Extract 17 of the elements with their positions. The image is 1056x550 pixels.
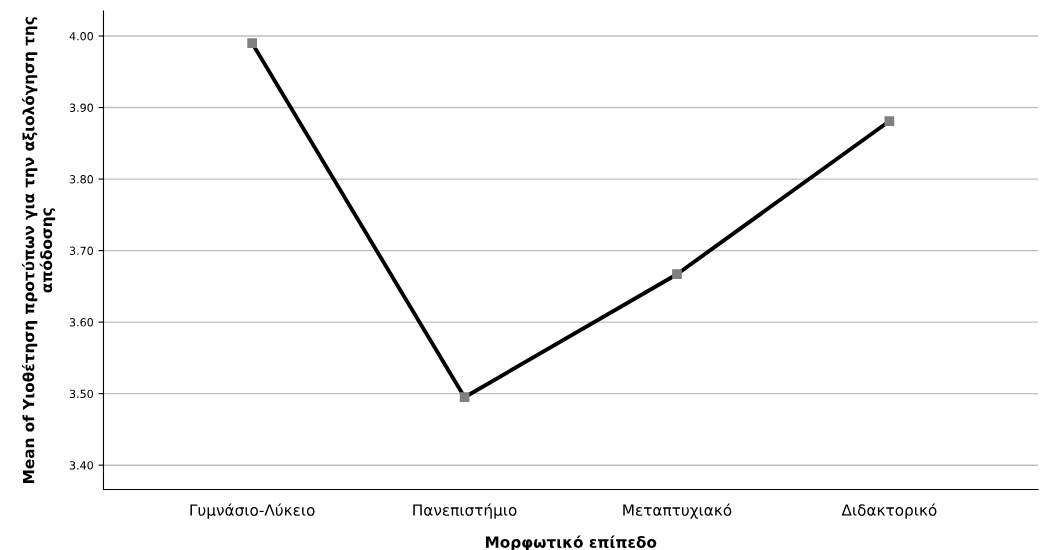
x-tick-label: Μεταπτυχιακό bbox=[623, 503, 732, 519]
y-tick-label: 3.60 bbox=[69, 318, 94, 327]
point bbox=[459, 392, 470, 403]
x-tick-label: Γυμνάσιο-Λύκειο bbox=[190, 503, 315, 519]
x-axis-title: Μορφωτικό επίπεδο bbox=[485, 535, 657, 550]
y-tick-label: 3.70 bbox=[69, 246, 94, 255]
point bbox=[247, 38, 258, 49]
point bbox=[884, 116, 895, 127]
y-tick-label: 3.90 bbox=[69, 103, 94, 112]
y-tick-label: 3.40 bbox=[69, 461, 94, 470]
y-axis-title: Mean of Υιοθέτηση προτύπων για την αξιολόγηση της απόδοσης bbox=[21, 17, 56, 483]
y-tick-label: 4.00 bbox=[69, 32, 94, 41]
x-tick-label: Διδακτορικό bbox=[841, 503, 937, 519]
x-tick-label: Πανεπιστήμιο bbox=[413, 503, 517, 519]
point bbox=[672, 269, 682, 280]
y-tick-label: 3.80 bbox=[69, 175, 94, 184]
y-tick-label: 3.50 bbox=[69, 389, 94, 399]
